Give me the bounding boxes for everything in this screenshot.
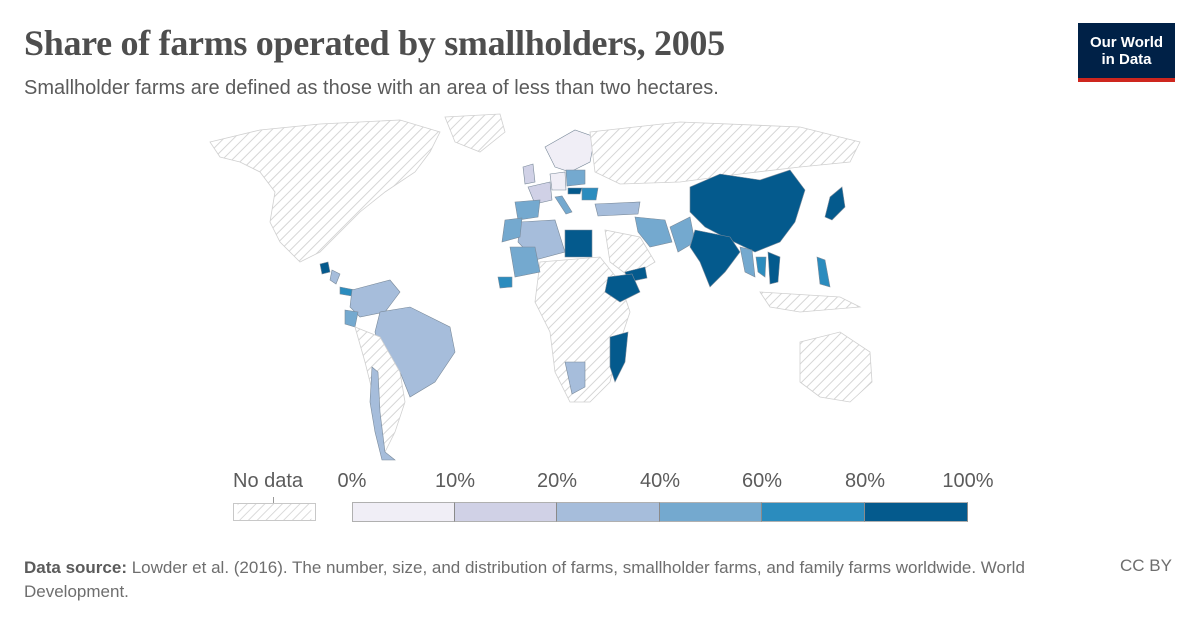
- data-source: Data source: Lowder et al. (2016). The n…: [24, 556, 1074, 604]
- logo-accent-bar: [1078, 78, 1175, 82]
- region-scandinavia[interactable]: [544, 129, 596, 173]
- color-legend: No data 0% 10% 20% 40% 60% 80% 100%: [230, 470, 1010, 530]
- no-data-tick: [273, 497, 274, 503]
- region-mali[interactable]: [509, 246, 541, 278]
- owid-logo[interactable]: Our World in Data: [1078, 23, 1175, 82]
- legend-tick-100: 100%: [942, 470, 994, 492]
- region-iran[interactable]: [634, 216, 673, 248]
- data-source-label: Data source:: [24, 558, 127, 577]
- legend-bin-10-20[interactable]: [455, 502, 557, 522]
- no-data-label: No data: [233, 470, 304, 492]
- no-data-swatch[interactable]: [233, 503, 316, 521]
- legend-tick-0: 0%: [337, 470, 367, 492]
- region-china[interactable]: [689, 169, 806, 253]
- region-uk[interactable]: [522, 163, 536, 185]
- logo-line-2: in Data: [1101, 50, 1152, 68]
- region-guinea[interactable]: [497, 276, 513, 289]
- license-link[interactable]: CC BY: [1120, 556, 1172, 575]
- region-chile[interactable]: [369, 366, 396, 461]
- region-thailand[interactable]: [755, 256, 767, 278]
- region-hungary[interactable]: [567, 187, 583, 195]
- logo-line-1: Our World: [1089, 33, 1164, 51]
- legend-tick-80: 80%: [844, 470, 886, 492]
- legend-tick-40: 40%: [639, 470, 681, 492]
- legend-bins: [352, 502, 968, 522]
- world-map[interactable]: [200, 112, 880, 472]
- region-romania[interactable]: [581, 187, 599, 201]
- region-egypt[interactable]: [564, 229, 593, 258]
- legend-bin-0-10[interactable]: [352, 502, 455, 522]
- region-spain-portugal[interactable]: [514, 199, 541, 221]
- legend-tick-10: 10%: [434, 470, 476, 492]
- region-namibia[interactable]: [564, 361, 586, 395]
- legend-bin-60-80[interactable]: [762, 502, 865, 522]
- region-japan[interactable]: [824, 186, 846, 221]
- region-vietnam[interactable]: [767, 251, 781, 285]
- region-poland[interactable]: [565, 169, 586, 187]
- region-nicaragua[interactable]: [329, 269, 341, 285]
- region-peru-bolivia-argentina[interactable]: [354, 326, 406, 454]
- region-philippines[interactable]: [816, 256, 831, 288]
- region-greenland[interactable]: [444, 113, 506, 153]
- region-india[interactable]: [689, 229, 741, 288]
- region-australia[interactable]: [799, 331, 873, 403]
- legend-tick-20: 20%: [536, 470, 578, 492]
- region-ethiopia[interactable]: [604, 273, 641, 303]
- legend-bin-40-60[interactable]: [660, 502, 762, 522]
- legend-tick-60: 60%: [741, 470, 783, 492]
- data-source-text: Lowder et al. (2016). The number, size, …: [24, 558, 1025, 601]
- region-guatemala[interactable]: [319, 261, 331, 275]
- region-ecuador[interactable]: [344, 309, 359, 328]
- region-russia[interactable]: [589, 121, 861, 185]
- region-morocco[interactable]: [501, 217, 523, 243]
- region-italy[interactable]: [554, 195, 573, 215]
- legend-bin-20-40[interactable]: [557, 502, 660, 522]
- region-germany[interactable]: [549, 171, 567, 191]
- chart-subtitle: Smallholder farms are defined as those w…: [24, 77, 719, 99]
- region-mozambique[interactable]: [609, 331, 629, 383]
- region-north-america[interactable]: [209, 119, 441, 263]
- region-myanmar[interactable]: [739, 246, 756, 278]
- chart-title: Share of farms operated by smallholders,…: [24, 23, 725, 63]
- region-france[interactable]: [527, 181, 553, 205]
- region-turkey[interactable]: [594, 201, 641, 217]
- legend-bin-80-100[interactable]: [865, 502, 968, 522]
- region-indonesia[interactable]: [759, 291, 862, 313]
